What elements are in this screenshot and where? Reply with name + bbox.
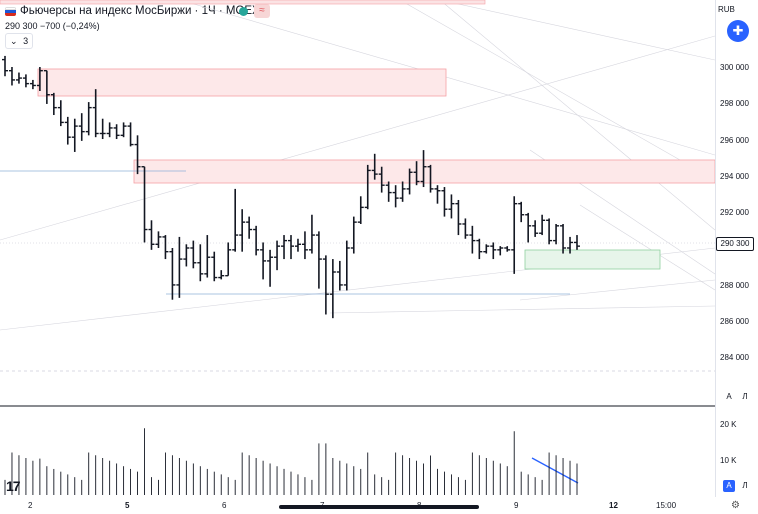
price-tick: 296 000 <box>720 136 749 145</box>
auto-scale-button[interactable]: A <box>726 392 732 401</box>
volume-auto-scale-button[interactable]: A <box>723 480 735 492</box>
price-tick: 298 000 <box>720 99 749 108</box>
price-bars <box>2 55 580 319</box>
volume-bars <box>4 428 578 495</box>
add-alert-button[interactable]: ✚ <box>727 20 749 42</box>
volume-trend-line <box>531 457 579 484</box>
volume-axis[interactable] <box>715 406 758 497</box>
tradingview-logo-icon[interactable]: 17 <box>6 478 21 494</box>
currency-selector[interactable]: RUB <box>718 5 735 14</box>
chart-lines <box>0 0 715 484</box>
time-tick: 6 <box>222 501 227 510</box>
supply-zone-upper <box>37 68 447 97</box>
market-open-status-icon <box>239 7 248 16</box>
time-tick: 2 <box>28 501 33 510</box>
volume-tick: 10 K <box>720 456 737 465</box>
chart-canvas[interactable] <box>0 0 715 497</box>
supply-zone-top <box>0 0 486 5</box>
demand-zone <box>524 249 661 270</box>
time-tick: 15:00 <box>656 501 677 510</box>
indicators-toggle-button[interactable]: ⌄ 3 <box>5 33 33 49</box>
timeline-scrollbar[interactable] <box>279 505 479 509</box>
log-scale-button[interactable]: Л <box>742 392 748 401</box>
price-tick: 284 000 <box>720 353 749 362</box>
gear-icon[interactable]: ⚙ <box>731 500 740 511</box>
chevron-down-icon: ⌄ <box>10 36 18 46</box>
time-tick: 12 <box>609 501 618 510</box>
russia-flag-icon <box>5 7 16 16</box>
delayed-data-badge[interactable]: ≈ <box>254 4 270 18</box>
symbol-title[interactable]: Фьючерсы на индекс МосБиржи · 1Ч · MOEX <box>20 5 260 17</box>
supply-zone-lower <box>133 159 715 184</box>
time-tick: 5 <box>125 501 130 510</box>
price-axis[interactable] <box>715 0 758 406</box>
price-tick: 288 000 <box>720 281 749 290</box>
volume-tick: 20 K <box>720 420 737 429</box>
indicators-count: 3 <box>23 36 29 46</box>
price-tick: 294 000 <box>720 172 749 181</box>
time-tick: 9 <box>514 501 519 510</box>
current-price-label: 290 300 <box>716 237 754 251</box>
price-tick: 300 000 <box>720 63 749 72</box>
price-change-line: 290 300 −700 (−0,24%) <box>5 21 100 31</box>
price-tick: 292 000 <box>720 208 749 217</box>
price-tick: 286 000 <box>720 317 749 326</box>
crosshair-icon: ✚ <box>732 23 744 38</box>
volume-log-scale-button[interactable]: Л <box>742 481 748 490</box>
